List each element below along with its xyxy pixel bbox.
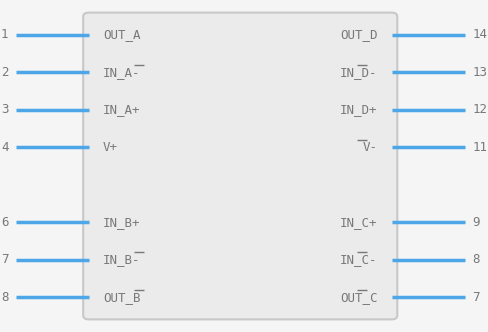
Text: 7: 7 [472, 290, 480, 304]
Text: 11: 11 [472, 141, 487, 154]
Text: IN_A-: IN_A- [103, 66, 141, 79]
Text: 13: 13 [472, 66, 487, 79]
Text: 1: 1 [1, 28, 8, 42]
Text: 2: 2 [1, 66, 8, 79]
Text: 12: 12 [472, 103, 487, 116]
Text: OUT_A: OUT_A [103, 28, 141, 42]
Text: OUT_D: OUT_D [340, 28, 377, 42]
Text: IN_A+: IN_A+ [103, 103, 141, 116]
Text: 7: 7 [1, 253, 8, 266]
Text: 14: 14 [472, 28, 487, 42]
Text: IN_B+: IN_B+ [103, 216, 141, 229]
Text: OUT_C: OUT_C [340, 290, 377, 304]
Text: 6: 6 [1, 216, 8, 229]
Text: IN_D-: IN_D- [340, 66, 377, 79]
Text: V-: V- [363, 141, 377, 154]
Text: 3: 3 [1, 103, 8, 116]
Text: 9: 9 [472, 216, 480, 229]
Text: IN_C+: IN_C+ [340, 216, 377, 229]
FancyBboxPatch shape [83, 13, 397, 319]
Text: V+: V+ [103, 141, 118, 154]
Text: 8: 8 [1, 290, 8, 304]
Text: IN_D+: IN_D+ [340, 103, 377, 116]
Text: IN_C-: IN_C- [340, 253, 377, 266]
Text: 8: 8 [472, 253, 480, 266]
Text: 4: 4 [1, 141, 8, 154]
Text: OUT_B: OUT_B [103, 290, 141, 304]
Text: IN_B-: IN_B- [103, 253, 141, 266]
